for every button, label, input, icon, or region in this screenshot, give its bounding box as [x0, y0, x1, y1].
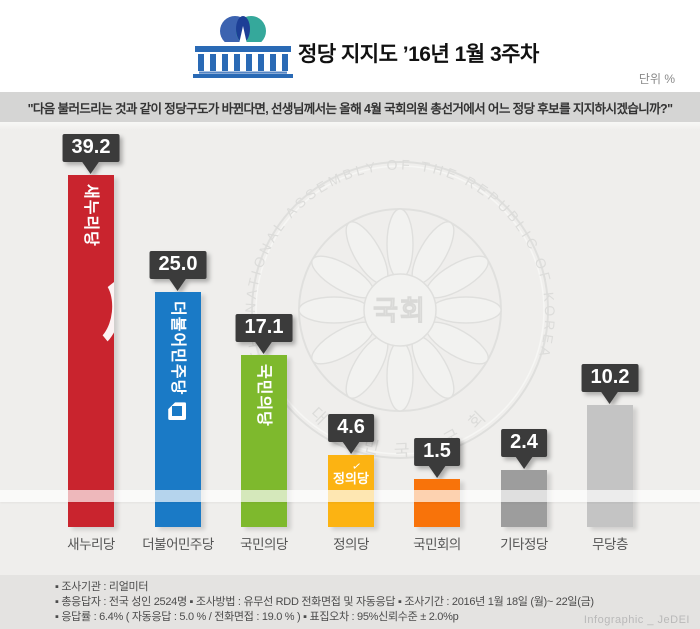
party-label: 국민회의 [413, 537, 461, 552]
floor-highlight-stripe [0, 490, 700, 502]
value-callout: 17.1 [235, 314, 293, 354]
value-callout: 10.2 [581, 364, 639, 404]
survey-question-text: "다음 불러드리는 것과 같이 정당구도가 바뀐다면, 선생님께서는 올해 4월… [27, 101, 673, 116]
value-callout: 39.2 [62, 134, 120, 174]
page-title: 정당 지지도 ’16년 1월 3주차 [298, 43, 539, 66]
national-assembly-building-icon [193, 16, 293, 78]
party-label: 더불어민주당 [142, 537, 214, 552]
party-label: 새누리당 [67, 537, 115, 552]
bar [587, 405, 633, 527]
question-band: "다음 불러드리는 것과 같이 정당구도가 바뀐다면, 선생님께서는 올해 4월… [0, 92, 700, 122]
bar-inbar-label: 더불어민주당 [168, 301, 201, 325]
chart-area: 국회 THE NATIONAL ASSEMBLY OF THE REPUBLIC… [0, 122, 700, 575]
value-label: 25.0 [149, 251, 207, 279]
callout-pointer-icon [255, 341, 273, 354]
footer-line-2: ▪ 총응답자 : 전국 성인 2524명 ▪ 조사방법 : 유무선 RDD 전화… [55, 596, 594, 608]
callout-pointer-icon [169, 278, 187, 291]
bar-inbar-label: 국민의당 [255, 364, 272, 427]
justice-party-logo: 정의당 ✓ [333, 460, 369, 486]
value-label: 39.2 [62, 134, 120, 162]
header: 정당 지지도 ’16년 1월 3주차 단위 % [0, 0, 700, 92]
credit-watermark: Infographic _ JeDEI [583, 614, 690, 626]
value-callout: 25.0 [149, 251, 207, 291]
value-label: 10.2 [581, 364, 639, 392]
value-label: 17.1 [235, 314, 293, 342]
callout-pointer-icon [82, 161, 100, 174]
value-callout: 1.5 [414, 438, 460, 478]
callout-pointer-icon [342, 441, 360, 454]
check-icon: ✓ [350, 460, 363, 474]
footer-line-3: ▪ 응답률 : 6.4% ( 자동응답 : 5.0 % / 전화면접 : 19.… [55, 611, 459, 623]
party-label: 국민의당 [240, 537, 288, 552]
party-label: 기타정당 [500, 537, 548, 552]
callout-pointer-icon [428, 465, 446, 478]
bar-inbar-label: 새누리당 [82, 184, 99, 247]
unit-label: 단위 % [638, 72, 675, 86]
value-callout: 2.4 [501, 429, 547, 469]
footer-line-1: ▪ 조사기관 : 리얼미터 [55, 581, 149, 593]
callout-pointer-icon [601, 391, 619, 404]
value-label: 1.5 [414, 438, 460, 466]
minjoo-party-logo-icon [168, 402, 186, 420]
value-label: 2.4 [501, 429, 547, 457]
party-label: 무당층 [592, 537, 628, 552]
saenuri-party-swoosh-icon [68, 268, 114, 352]
bar: 새누리당 [68, 175, 114, 527]
footer: ▪ 조사기관 : 리얼미터 ▪ 총응답자 : 전국 성인 2524명 ▪ 조사방… [0, 575, 700, 629]
value-label: 4.6 [328, 414, 374, 442]
seal-center-text: 국회 [373, 296, 427, 326]
bar: 더불어민주당 [155, 292, 201, 527]
bar [414, 479, 460, 527]
value-callout: 4.6 [328, 414, 374, 454]
callout-pointer-icon [515, 456, 533, 469]
party-label: 정의당 [333, 537, 369, 552]
